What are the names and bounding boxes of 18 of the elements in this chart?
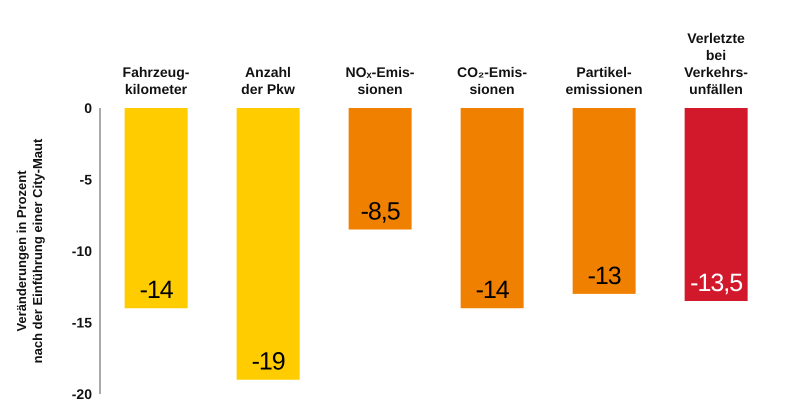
y-tick-label: -20 [72,386,92,402]
y-tick-label: -10 [72,242,92,259]
data-label: -13 [588,262,621,290]
x-tick-label: Anzahl der Pkw [241,64,295,97]
x-tick-label: CO₂-Emis- sionen [456,64,528,97]
data-label: -8,5 [360,198,400,226]
x-tick-label: NOₓ-Emis- sionen [346,64,415,97]
x-tick-label: Verletzte bei Verkehrs- unfällen [684,30,748,97]
y-tick-label: 0 [84,100,92,116]
data-label: -19 [252,348,285,376]
data-label: -14 [140,276,174,304]
y-axis-title: Veränderungen in Prozent nach der Einführung einer City-Maut [14,138,45,364]
y-tick-label: -15 [72,314,92,330]
x-tick-label: Partikel- emissionen [565,64,643,97]
data-label: -14 [476,276,510,304]
x-tick-label: Fahrzeug- kilometer [122,64,190,97]
data-label: -13,5 [690,269,742,298]
y-tick-label: -5 [80,171,92,188]
